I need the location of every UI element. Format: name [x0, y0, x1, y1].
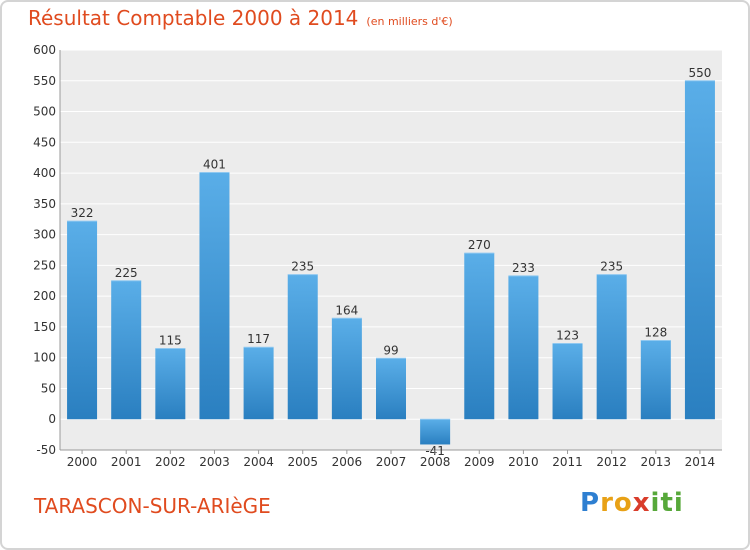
x-tick-label: 2007 [376, 455, 407, 469]
data-label: 99 [383, 343, 398, 357]
y-tick-label: 400 [33, 166, 56, 180]
chart-unit: (en milliers d'€) [366, 15, 453, 28]
bar [199, 172, 230, 420]
data-label: 128 [644, 325, 667, 339]
y-tick-label: 450 [33, 135, 56, 149]
city-name: TARASCON-SUR-ARIèGE [34, 494, 271, 518]
y-tick-label: 500 [33, 105, 56, 119]
data-label: 123 [556, 329, 579, 343]
logo-part: P [580, 488, 601, 518]
y-tick-label: 350 [33, 197, 56, 211]
chart-title: Résultat Comptable 2000 à 2014 [28, 6, 359, 30]
x-tick-label: 2014 [685, 455, 716, 469]
bar [287, 274, 318, 420]
y-tick-label: 0 [48, 412, 56, 426]
y-tick-label: 200 [33, 289, 56, 303]
data-label: 233 [512, 261, 535, 275]
x-tick-label: 2011 [552, 455, 583, 469]
x-tick-label: 2004 [243, 455, 274, 469]
y-tick-label: 100 [33, 351, 56, 365]
data-label: 270 [468, 238, 491, 252]
data-label: 401 [203, 157, 226, 171]
y-tick-label: 250 [33, 258, 56, 272]
x-tick-label: 2003 [199, 455, 230, 469]
chart-title-block: Résultat Comptable 2000 à 2014 (en millie… [28, 6, 453, 30]
bar [155, 348, 186, 420]
x-tick-label: 2005 [287, 455, 318, 469]
data-label: 235 [291, 260, 314, 274]
x-tick-label: 2009 [464, 455, 495, 469]
y-tick-label: 50 [41, 381, 56, 395]
x-tick-label: 2000 [67, 455, 98, 469]
bar [420, 419, 451, 445]
bar [552, 343, 583, 420]
bar [596, 274, 627, 420]
x-tick-label: 2013 [641, 455, 672, 469]
bar [111, 280, 142, 420]
y-tick-label: 550 [33, 74, 56, 88]
bar [684, 80, 715, 420]
x-tick-label: 2012 [596, 455, 627, 469]
bar [376, 358, 406, 420]
x-tick-label: 2006 [332, 455, 363, 469]
bar [508, 275, 539, 420]
y-tick-label: -50 [36, 443, 56, 457]
x-tick-label: 2001 [111, 455, 142, 469]
y-tick-label: 150 [33, 320, 56, 334]
logo-part: iti [650, 488, 684, 518]
data-label: 322 [71, 206, 94, 220]
data-label: 550 [688, 66, 711, 80]
bar [464, 253, 495, 420]
data-label: 117 [247, 332, 270, 346]
bar [640, 340, 671, 420]
data-label: 235 [600, 260, 623, 274]
data-label: 164 [335, 303, 358, 317]
data-label: 225 [115, 266, 138, 280]
proxiti-logo: Proxiti [580, 488, 684, 518]
x-tick-label: 2002 [155, 455, 186, 469]
bar [331, 318, 362, 420]
bar [67, 221, 98, 420]
y-tick-label: 600 [33, 43, 56, 57]
logo-part: x [632, 488, 651, 518]
x-tick-label: 2008 [420, 455, 451, 469]
x-tick-label: 2010 [508, 455, 539, 469]
y-tick-label: 300 [33, 228, 56, 242]
data-label: 115 [159, 333, 182, 347]
logo-part: ro [600, 488, 633, 518]
bar [243, 347, 274, 420]
